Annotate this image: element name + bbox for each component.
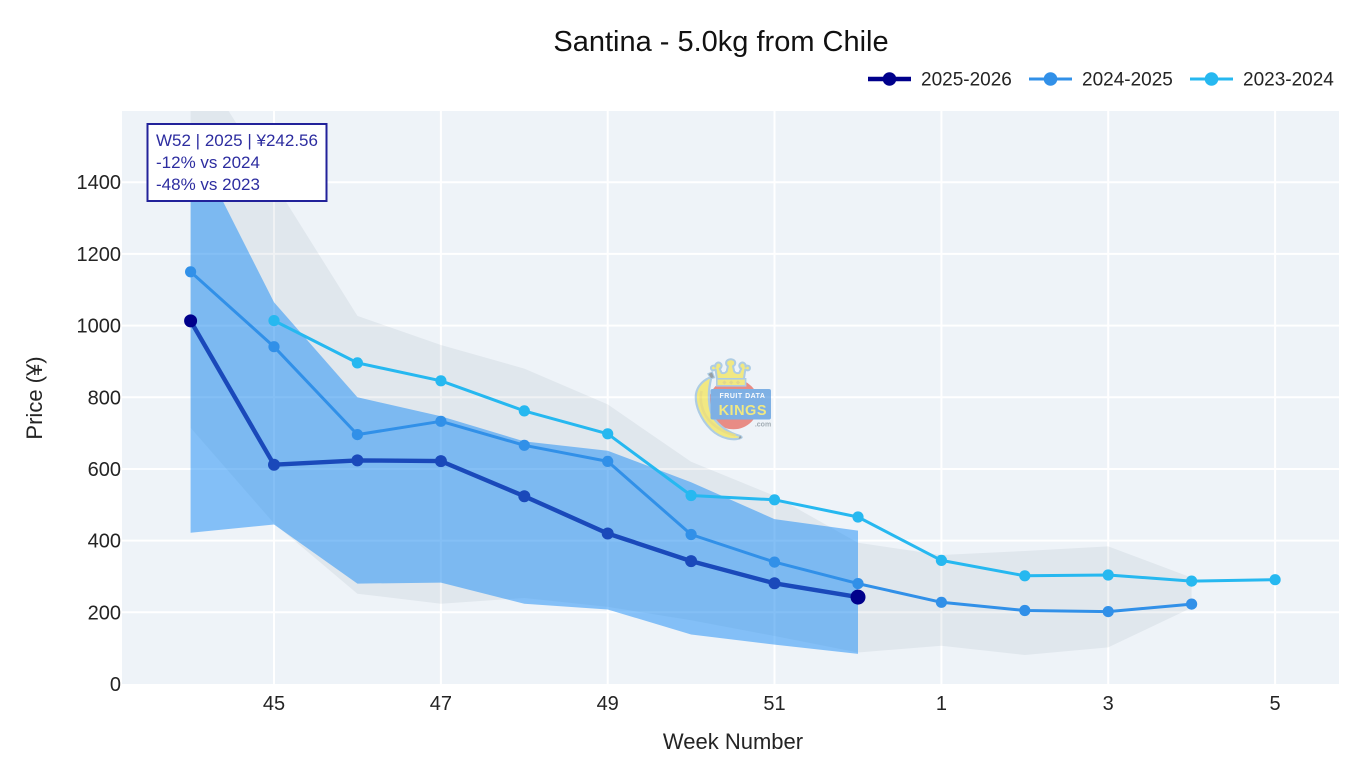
svg-text:200: 200 — [88, 602, 121, 624]
svg-text:1000: 1000 — [77, 316, 122, 338]
svg-text:5: 5 — [1270, 693, 1281, 715]
svg-text:1200: 1200 — [77, 244, 122, 266]
svg-text:2025-2026: 2025-2026 — [921, 70, 1012, 91]
svg-text:Week Number: Week Number — [663, 729, 803, 754]
svg-text:W52 | 2025 | ¥242.56: W52 | 2025 | ¥242.56 — [156, 131, 318, 150]
svg-text:1400: 1400 — [77, 172, 122, 194]
svg-text:.com: .com — [755, 422, 771, 429]
svg-text:-48% vs 2023: -48% vs 2023 — [156, 175, 260, 194]
svg-text:800: 800 — [88, 387, 121, 409]
svg-text:0: 0 — [110, 674, 121, 696]
svg-text:47: 47 — [430, 693, 452, 715]
svg-text:49: 49 — [597, 693, 619, 715]
svg-text:2024-2025: 2024-2025 — [1082, 70, 1173, 91]
svg-text:3: 3 — [1103, 693, 1114, 715]
svg-text:2023-2024: 2023-2024 — [1243, 70, 1334, 91]
svg-text:45: 45 — [263, 693, 285, 715]
svg-text:-12% vs 2024: -12% vs 2024 — [156, 153, 260, 172]
svg-text:51: 51 — [763, 693, 785, 715]
svg-text:1: 1 — [936, 693, 947, 715]
svg-text:600: 600 — [88, 459, 121, 481]
svg-text:Price (¥): Price (¥) — [22, 356, 47, 439]
svg-text:400: 400 — [88, 531, 121, 553]
svg-text:FRUIT DATA: FRUIT DATA — [720, 393, 766, 400]
svg-text:KINGS: KINGS — [719, 403, 767, 419]
svg-text:Santina - 5.0kg from Chile: Santina - 5.0kg from Chile — [553, 26, 888, 58]
